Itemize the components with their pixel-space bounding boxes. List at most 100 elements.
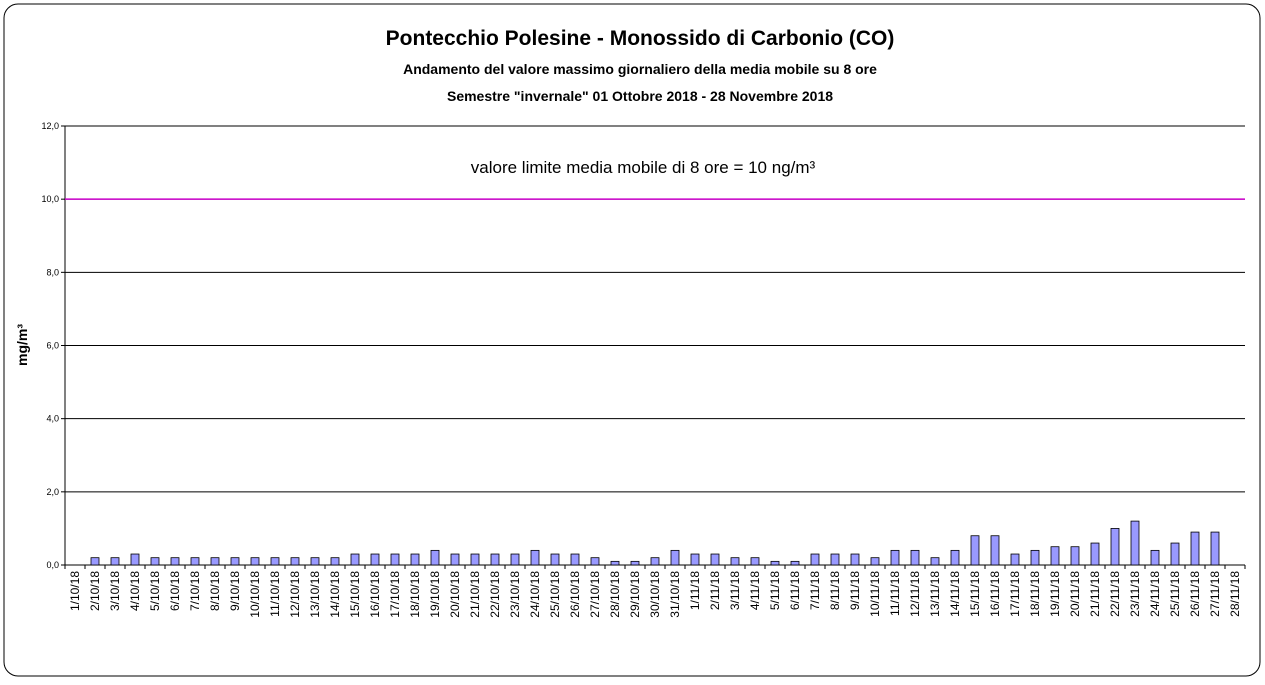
bar xyxy=(790,560,800,566)
bar xyxy=(690,553,700,566)
bar xyxy=(890,549,900,566)
x-tick-label: 25/11/18 xyxy=(1168,571,1182,617)
x-tick-label: 28/10/18 xyxy=(608,571,622,618)
bar xyxy=(190,557,200,566)
x-tick-label: 14/10/18 xyxy=(328,571,342,618)
x-tick-label: 11/11/18 xyxy=(888,571,902,616)
bar xyxy=(630,560,640,566)
bar xyxy=(570,553,580,566)
bar xyxy=(750,557,760,566)
x-tick-label: 3/10/18 xyxy=(108,571,122,611)
chart-title: Pontecchio Polesine - Monossido di Carbo… xyxy=(386,27,895,50)
x-tick-label: 18/11/18 xyxy=(1028,571,1042,617)
bar xyxy=(1150,549,1160,566)
x-tick-label: 30/10/18 xyxy=(648,571,662,618)
chart-subtitle: Andamento del valore massimo giornaliero… xyxy=(403,61,877,77)
bar xyxy=(410,553,420,566)
bar xyxy=(970,535,980,566)
x-tick-label: 15/10/18 xyxy=(348,571,362,618)
x-tick-label: 28/11/18 xyxy=(1228,571,1242,617)
x-tick-label: 20/10/18 xyxy=(448,571,462,618)
x-tick-label: 13/11/18 xyxy=(928,571,942,617)
bar xyxy=(1050,546,1060,566)
bar xyxy=(390,553,400,566)
bar xyxy=(1210,531,1220,566)
bar xyxy=(550,553,560,566)
bar xyxy=(370,553,380,566)
bar xyxy=(810,553,820,566)
annotation: valore limite media mobile di 8 ore = 10… xyxy=(471,158,816,177)
bar xyxy=(470,553,480,566)
x-tick-label: 9/10/18 xyxy=(228,571,242,611)
x-tick-label: 1/10/18 xyxy=(68,571,82,611)
y-tick-label: 6,0 xyxy=(46,341,59,351)
bar xyxy=(950,549,960,566)
x-tick-label: 7/10/18 xyxy=(188,571,202,611)
x-tick-label: 29/10/18 xyxy=(628,571,642,618)
bar xyxy=(710,553,720,566)
x-tick-label: 10/10/18 xyxy=(248,571,262,618)
x-tick-label: 27/11/18 xyxy=(1208,571,1222,617)
bar xyxy=(510,553,520,566)
bar xyxy=(850,553,860,566)
x-tick-label: 16/11/18 xyxy=(988,571,1002,617)
bar xyxy=(310,557,320,566)
x-tick-label: 16/10/18 xyxy=(368,571,382,618)
bar xyxy=(1170,542,1180,566)
bar xyxy=(670,549,680,566)
y-tick-label: 0,0 xyxy=(46,560,59,570)
bar xyxy=(1070,546,1080,566)
bar xyxy=(90,557,100,566)
x-tick-label: 22/11/18 xyxy=(1108,571,1122,617)
bar xyxy=(870,557,880,566)
y-tick-label: 4,0 xyxy=(46,414,59,424)
bar xyxy=(210,557,220,566)
x-tick-label: 10/11/18 xyxy=(868,571,882,617)
x-tick-label: 7/11/18 xyxy=(808,571,822,610)
bar xyxy=(170,557,180,566)
x-tick-label: 23/11/18 xyxy=(1128,571,1142,617)
bar xyxy=(250,557,260,566)
chart-frame xyxy=(3,3,1261,677)
y-tick-label: 12,0 xyxy=(41,121,59,131)
x-tick-label: 20/11/18 xyxy=(1068,571,1082,617)
bar xyxy=(110,557,120,566)
x-tick-label: 27/10/18 xyxy=(588,571,602,618)
x-tick-label: 2/11/18 xyxy=(708,571,722,610)
y-tick-label: 8,0 xyxy=(46,267,59,277)
x-tick-label: 12/10/18 xyxy=(288,571,302,618)
y-axis-label: mg/m³ xyxy=(14,324,30,366)
bar xyxy=(1010,553,1020,566)
bar xyxy=(770,560,780,566)
y-tick-label: 10,0 xyxy=(41,194,59,204)
x-tick-label: 8/10/18 xyxy=(208,571,222,611)
x-tick-label: 11/10/18 xyxy=(268,571,282,617)
bar xyxy=(990,535,1000,566)
bar xyxy=(270,557,280,566)
bar xyxy=(450,553,460,566)
x-tick-label: 15/11/18 xyxy=(968,571,982,617)
x-tick-label: 18/10/18 xyxy=(408,571,422,618)
bar xyxy=(490,553,500,566)
x-tick-label: 26/10/18 xyxy=(568,571,582,618)
bar xyxy=(530,549,540,566)
bar xyxy=(150,557,160,566)
bar xyxy=(1030,549,1040,566)
bar xyxy=(610,560,620,566)
x-tick-label: 19/11/18 xyxy=(1048,571,1062,617)
x-tick-label: 24/10/18 xyxy=(528,571,542,618)
x-tick-label: 4/11/18 xyxy=(748,571,762,610)
x-tick-label: 4/10/18 xyxy=(128,571,142,611)
bar xyxy=(590,557,600,566)
x-tick-label: 23/10/18 xyxy=(508,571,522,618)
bar xyxy=(290,557,300,566)
bar xyxy=(430,549,440,566)
x-tick-label: 31/10/18 xyxy=(668,571,682,618)
bar xyxy=(650,557,660,566)
bar xyxy=(730,557,740,566)
x-tick-label: 21/11/18 xyxy=(1088,571,1102,617)
x-tick-label: 1/11/18 xyxy=(688,571,702,610)
y-tick-label: 2,0 xyxy=(46,487,59,497)
x-tick-label: 17/10/18 xyxy=(388,571,402,618)
bar xyxy=(1130,520,1140,566)
